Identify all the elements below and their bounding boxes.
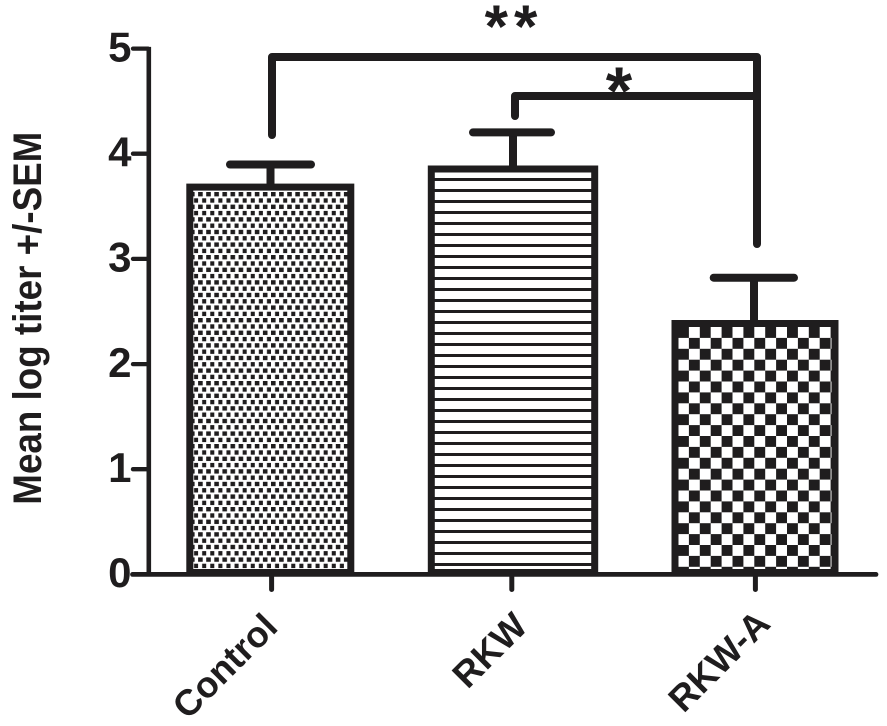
svg-text:1: 1 xyxy=(108,444,131,491)
svg-text:RKW: RKW xyxy=(444,605,535,696)
svg-text:4: 4 xyxy=(108,129,132,176)
svg-text:3: 3 xyxy=(108,234,131,281)
svg-text:RKW-A: RKW-A xyxy=(660,602,777,719)
svg-text:0: 0 xyxy=(108,549,131,596)
svg-text:Control: Control xyxy=(164,606,285,726)
svg-text:5: 5 xyxy=(108,24,131,71)
svg-text:2: 2 xyxy=(108,339,131,386)
svg-text:Mean log titer +/-SEM: Mean log titer +/-SEM xyxy=(6,132,50,505)
svg-text:**: ** xyxy=(485,0,544,60)
svg-text:*: * xyxy=(606,53,633,129)
